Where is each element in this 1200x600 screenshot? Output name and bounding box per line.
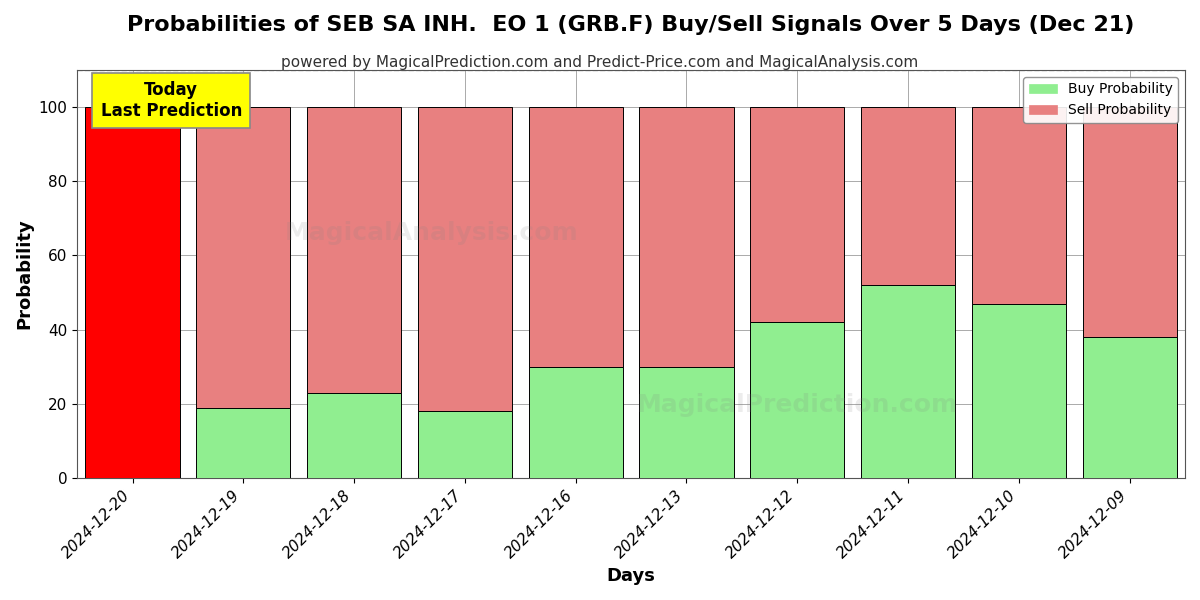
Bar bbox=[750, 322, 845, 478]
Title: Probabilities of SEB SA INH.  EO 1 (GRB.F) Buy/Sell Signals Over 5 Days (Dec 21): Probabilities of SEB SA INH. EO 1 (GRB.F… bbox=[127, 15, 1135, 35]
Bar bbox=[860, 107, 955, 285]
X-axis label: Days: Days bbox=[607, 567, 655, 585]
Bar bbox=[529, 107, 623, 367]
Text: powered by MagicalPrediction.com and Predict-Price.com and MagicalAnalysis.com: powered by MagicalPrediction.com and Pre… bbox=[281, 55, 919, 70]
Bar bbox=[640, 107, 733, 367]
Bar bbox=[972, 107, 1066, 304]
Bar bbox=[197, 407, 290, 478]
Bar bbox=[85, 107, 180, 478]
Bar bbox=[529, 367, 623, 478]
Text: MagicalAnalysis.com: MagicalAnalysis.com bbox=[284, 221, 578, 245]
Bar bbox=[640, 367, 733, 478]
Bar bbox=[1082, 107, 1177, 337]
Bar bbox=[860, 285, 955, 478]
Bar bbox=[1082, 337, 1177, 478]
Bar bbox=[418, 107, 512, 412]
Bar bbox=[197, 107, 290, 407]
Bar bbox=[750, 107, 845, 322]
Text: Today
Last Prediction: Today Last Prediction bbox=[101, 81, 242, 120]
Bar bbox=[972, 304, 1066, 478]
Text: MagicalPrediction.com: MagicalPrediction.com bbox=[637, 392, 958, 416]
Bar bbox=[418, 412, 512, 478]
Y-axis label: Probability: Probability bbox=[14, 218, 32, 329]
Legend: Buy Probability, Sell Probability: Buy Probability, Sell Probability bbox=[1024, 77, 1178, 123]
Bar bbox=[307, 107, 401, 393]
Bar bbox=[307, 393, 401, 478]
